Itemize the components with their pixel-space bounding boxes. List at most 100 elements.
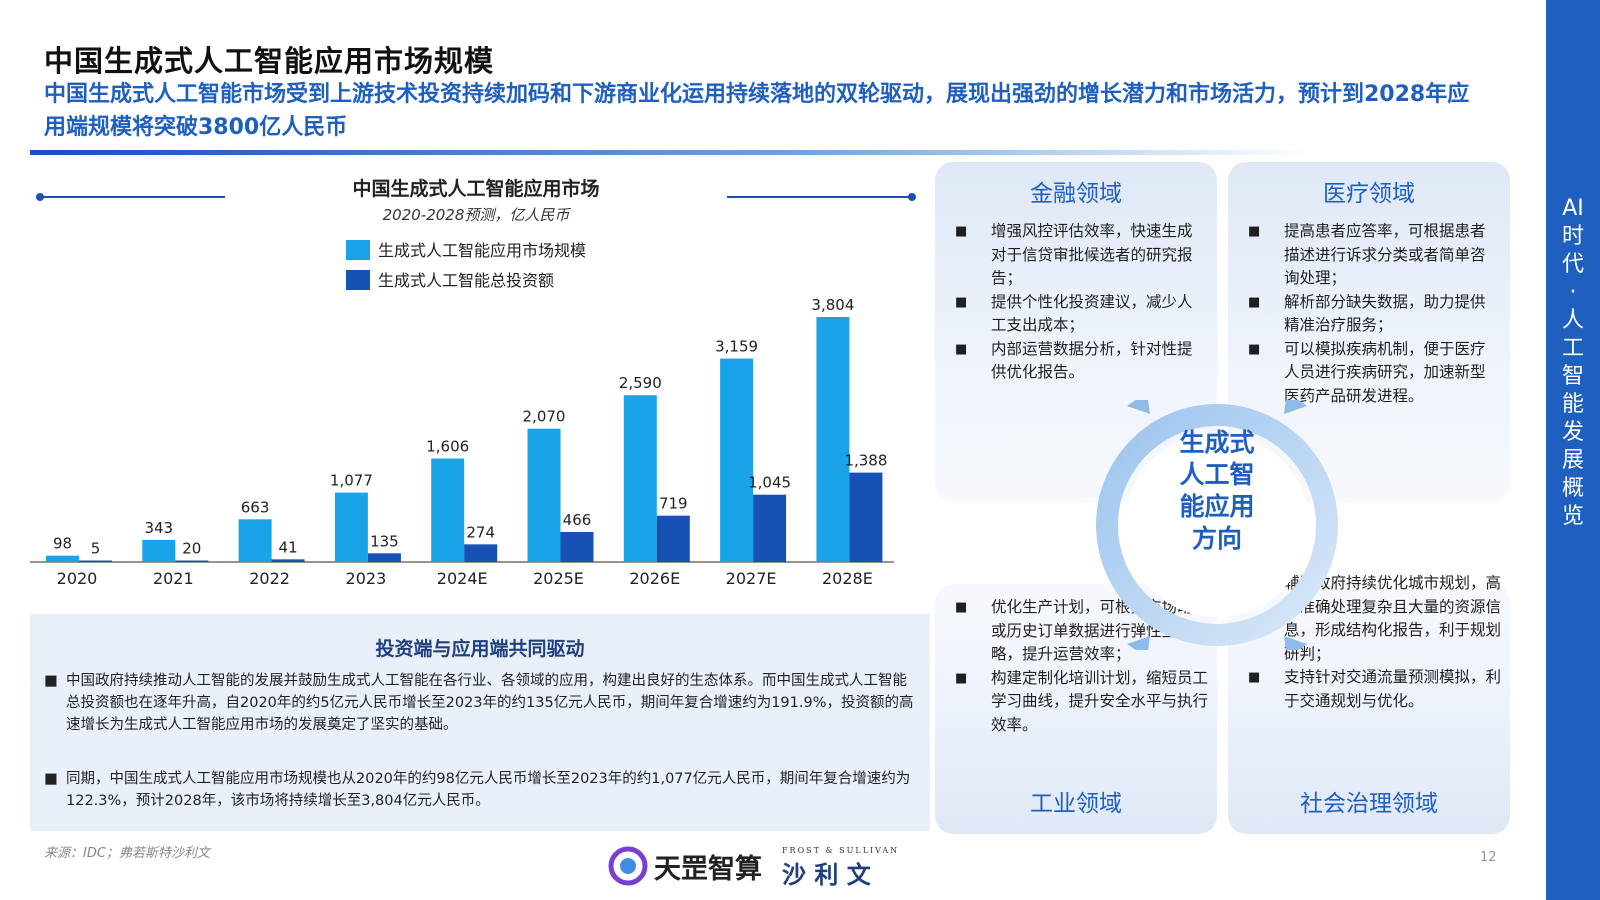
arrow-up-right-icon [1284, 400, 1307, 414]
x-tick-label: 2021 [153, 569, 194, 588]
finance-item-text: 提供个性化投资建议，减少人工支出成本； [991, 292, 1193, 335]
chart-deco-dot-left [36, 193, 44, 201]
bar-investment [849, 472, 883, 562]
bullet-square-icon: ■ [1248, 294, 1261, 310]
value-label-market: 98 [53, 535, 72, 553]
bullet-square-icon: ■ [955, 670, 968, 686]
frost-sullivan-logo-en: FROST & SULLIVAN [782, 846, 900, 855]
value-label-market: 2,070 [523, 408, 566, 426]
value-label-investment: 466 [563, 511, 592, 529]
bullet-square-icon: ■ [955, 341, 968, 357]
chart-subtitle: 2020-2028预测，亿人民币 [383, 206, 572, 224]
governance-item: ■辅助政府持续优化城市规划，高效准确处理复杂且大量的资源信息，形成结构化报告，利… [1248, 572, 1503, 666]
bar-investment [656, 515, 690, 562]
side-label-char: 人 [1561, 308, 1584, 333]
bullet-square-icon: ■ [1248, 670, 1261, 685]
bullet-square-icon: ■ [1248, 224, 1261, 239]
bar-market [623, 395, 657, 562]
side-label-char: 时 [1561, 224, 1584, 249]
side-label-char: 览 [1561, 504, 1584, 529]
bar-investment [753, 494, 787, 562]
chart-deco-dot-right [908, 193, 916, 201]
value-label-market: 1,077 [330, 472, 373, 490]
industry-title: 工业领域 [1030, 791, 1122, 817]
value-label-investment: 1,388 [844, 452, 887, 470]
tiangang-logo-icon [608, 846, 648, 886]
driver-panel [30, 614, 930, 831]
medical-item: ■ 可以模拟疾病机制，便于医疗人员进行疾病研究，加速新型医药产品研发进程。 [1248, 338, 1498, 409]
industry-list: ■ 优化生产计划，可根据市场动态或历史订单数据进行弹性生产策略，提升运营效率； ■ 构… [955, 596, 1210, 737]
medical-item: ■ 解析部分缺失数据，助力提供精准治疗服务； [1248, 291, 1498, 338]
value-label-investment: 135 [370, 532, 399, 550]
driver-paragraph-text: 中国政府持续推动人工智能的发展并鼓励生成式人工智能在各行业、各领域的应用，构建出… [66, 673, 914, 733]
side-label-char: 工 [1561, 336, 1584, 361]
bar-investment [271, 559, 305, 562]
x-tick-label: 2025E [533, 569, 584, 588]
bullet-square-icon: ■ [955, 224, 968, 239]
governance-item-text: 辅助政府持续优化城市规划，高效准确处理复杂且大量的资源信息，形成结构化报告，利于… [1284, 574, 1502, 663]
finance-item-text: 增强风控评估效率，快速生成对于信贷审批候选者的研究报告； [991, 222, 1193, 287]
medical-item-text: 可以模拟疾病机制，便于医疗人员进行疾病研究，加速新型医药产品研发进程。 [1284, 339, 1486, 405]
side-label-char: 智 [1561, 364, 1584, 389]
bar-investment [367, 553, 401, 562]
x-tick-label: 2020 [57, 569, 98, 588]
x-tick-label: 2023 [346, 569, 387, 588]
value-label-market: 2,590 [619, 374, 662, 392]
center-label-line: 生成式 [1179, 428, 1255, 457]
bar-investment [175, 560, 209, 562]
value-label-investment: 20 [182, 540, 201, 558]
bullet-square-icon: ■ [44, 673, 58, 689]
governance-item: ■ 支持针对交通流量预测模拟，利于交通规划与优化。 [1248, 666, 1503, 713]
side-label-char: 发 [1561, 420, 1584, 445]
arrow-down-left-icon [1127, 636, 1150, 650]
finance-item: ■ 内部运营数据分析，针对性提供优化报告。 [955, 338, 1205, 385]
legend-swatch-market [346, 240, 370, 260]
side-band [1546, 0, 1600, 900]
x-tick-label: 2027E [726, 569, 777, 588]
finance-item: ■ 增强风控评估效率，快速生成对于信贷审批候选者的研究报告； [955, 220, 1205, 291]
x-tick-label: 2026E [629, 569, 680, 588]
page-subtitle: 中国生成式人工智能市场受到上游技术投资持续加码和下游商业化运用持续落地的双轮驱动… [44, 82, 1470, 140]
driver-paragraph: ■ 中国政府持续推动人工智能的发展并鼓励生成式人工智能在各行业、各领域的应用，构… [44, 670, 914, 736]
center-ring-core [1125, 433, 1309, 617]
chart-bars: 98 5 2020 343 20 2021 663 41 2022 1,077 135 2023 1,6… [46, 296, 887, 588]
side-label-char: AI [1562, 196, 1584, 221]
value-label-market: 3,804 [811, 296, 854, 314]
legend-swatch-investment [346, 270, 370, 290]
arrow-up-left-icon [1127, 400, 1150, 414]
center-label-line: 人工智 [1179, 460, 1255, 489]
center-ring-band [1096, 404, 1338, 646]
finance-item: ■ 提供个性化投资建议，减少人工支出成本； [955, 291, 1205, 338]
legend-label-investment: 生成式人工智能总投资额 [378, 271, 554, 290]
value-label-investment: 5 [91, 540, 101, 558]
frost-sullivan-logo: FROST & SULLIVAN 沙 利 文 [782, 846, 922, 890]
value-label-investment: 41 [279, 538, 298, 556]
finance-list: ■ 增强风控评估效率，快速生成对于信贷审批候选者的研究报告； ■ 提供个性化投资建议，… [955, 220, 1205, 385]
bar-investment [79, 560, 112, 562]
bar-market [142, 539, 176, 562]
finance-panel: 金融领域 ■ 增强风控评估效率，快速生成对于信贷审批候选者的研究报告； ■ 提供个性化… [935, 162, 1217, 502]
page-title: 中国生成式人工智能应用市场规模 [44, 44, 495, 78]
medical-title: 医疗领域 [1323, 181, 1415, 207]
side-label: AI 时代 · 人工智能发展概览 [1546, 195, 1600, 531]
industry-item-text: 构建定制化培训计划，缩短员工学习曲线，提升安全水平与执行效率。 [991, 668, 1209, 734]
medical-item-text: 解析部分缺失数据，助力提供精准治疗服务； [1284, 292, 1486, 335]
bar-market [527, 428, 561, 562]
value-label-investment: 1,045 [748, 474, 791, 492]
source-note: 来源：IDC；弗若斯特沙利文 [44, 846, 210, 861]
page-number: 12 [1480, 850, 1497, 865]
header-divider [30, 150, 1310, 155]
bar-market [238, 519, 272, 562]
value-label-market: 663 [241, 498, 270, 516]
industry-item: ■ 构建定制化培训计划，缩短员工学习曲线，提升安全水平与执行效率。 [955, 667, 1210, 738]
bar-investment [464, 544, 498, 562]
bar-market [816, 317, 850, 562]
governance-list: ■ 辅助政府持续优化城市规划，高效准确处理复杂且大量的资源信息，形成结构化报告，利… [1248, 572, 1503, 713]
bullet-square-icon: ■ [44, 771, 58, 787]
bar-market [720, 358, 754, 562]
value-label-market: 343 [144, 519, 173, 537]
bar-chart: 中国生成式人工智能应用市场 2020-2028预测，亿人民币 生成式人工智能应用… [30, 177, 916, 588]
bullet-square-icon: ■ [955, 600, 968, 615]
chart-title: 中国生成式人工智能应用市场 [352, 177, 599, 200]
side-label-char: · [1569, 280, 1577, 305]
